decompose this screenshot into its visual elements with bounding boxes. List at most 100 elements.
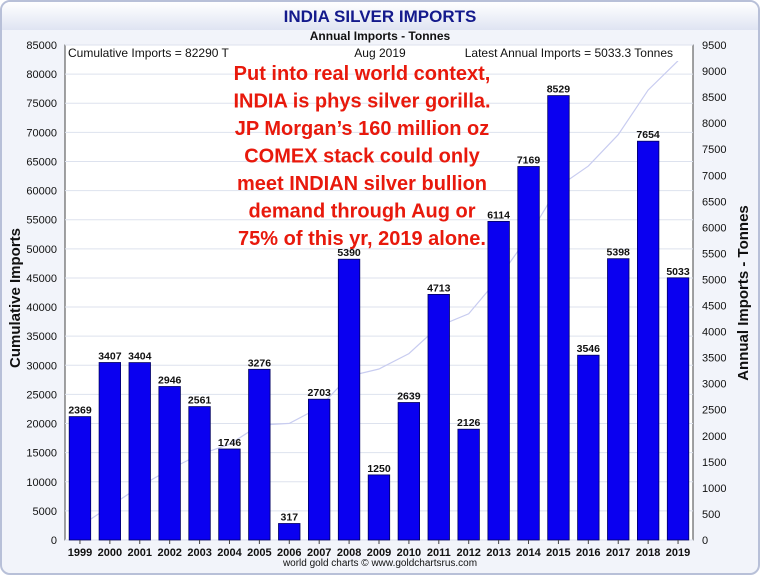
bar bbox=[397, 402, 421, 541]
annotation-line: COMEX stack could only bbox=[244, 146, 480, 168]
bar-value-label: 2126 bbox=[457, 417, 481, 429]
right-tick-label: 1000 bbox=[702, 483, 726, 495]
x-tick-label: 2010 bbox=[397, 547, 421, 559]
x-tick-label: 1999 bbox=[68, 547, 92, 559]
bar-value-label: 2369 bbox=[68, 405, 92, 417]
x-tick-label: 2006 bbox=[277, 547, 301, 559]
bar bbox=[547, 95, 570, 541]
left-tick-label: 45000 bbox=[26, 273, 57, 285]
left-tick-label: 35000 bbox=[26, 331, 57, 343]
x-tick-label: 2005 bbox=[247, 547, 271, 559]
left-tick-label: 55000 bbox=[26, 215, 57, 227]
bar bbox=[517, 166, 540, 541]
right-tick-label: 9000 bbox=[702, 66, 726, 78]
x-tick-label: 2018 bbox=[636, 547, 660, 559]
bar-value-label: 6114 bbox=[487, 209, 510, 221]
bar bbox=[68, 416, 92, 541]
left-tick-label: 40000 bbox=[26, 302, 57, 314]
left-tick-label: 25000 bbox=[26, 389, 57, 401]
bar-value-label: 2639 bbox=[397, 391, 421, 403]
right-tick-label: 8500 bbox=[702, 92, 726, 104]
annotation-line: meet INDIAN silver bullion bbox=[237, 173, 487, 195]
right-tick-label: 500 bbox=[702, 509, 720, 521]
bar bbox=[98, 362, 121, 541]
bar-value-labels: 2369 3407 3404 2946 2561 1746 3276 317 2703 5390 1… bbox=[68, 84, 690, 524]
right-tick-label: 9500 bbox=[702, 40, 726, 52]
header-date-text: Aug 2019 bbox=[354, 46, 406, 60]
x-tick-label: 2003 bbox=[187, 547, 211, 559]
bar-value-label: 7169 bbox=[517, 155, 541, 167]
bar-value-label: 2946 bbox=[158, 375, 182, 387]
bar-value-label: 7654 bbox=[636, 129, 660, 141]
bar-value-label: 8529 bbox=[547, 84, 571, 96]
right-tick-label: 7500 bbox=[702, 144, 726, 156]
footer-credit: world gold charts © www.goldchartsrus.co… bbox=[282, 558, 477, 569]
bar-value-label: 3276 bbox=[248, 357, 272, 369]
annotation-line: INDIA is phys silver gorilla. bbox=[233, 91, 490, 113]
bar-value-label: 317 bbox=[281, 512, 299, 524]
x-tick-label: 2002 bbox=[157, 547, 181, 559]
left-tick-label: 60000 bbox=[26, 186, 57, 198]
left-tick-labels: 0 5000 10000 15000 20000 25000 30000 35000 40000… bbox=[26, 40, 57, 547]
right-tick-label: 4500 bbox=[702, 301, 726, 313]
x-tick-labels: 1999 2000 2001 2002 2003 2004 2005 2006 2007 2008… bbox=[68, 540, 690, 559]
bar bbox=[367, 474, 391, 541]
bar-value-label: 2703 bbox=[308, 387, 332, 399]
left-tick-label: 70000 bbox=[26, 127, 57, 139]
chart-subtitle: Annual Imports - Tonnes bbox=[310, 29, 451, 43]
bar bbox=[637, 140, 660, 541]
left-tick-label: 10000 bbox=[26, 477, 57, 489]
annotation-line: demand through Aug or bbox=[248, 201, 475, 223]
bar bbox=[158, 386, 181, 541]
left-tick-label: 85000 bbox=[26, 40, 57, 52]
bar bbox=[487, 220, 510, 541]
left-tick-label: 20000 bbox=[26, 419, 57, 431]
left-tick-label: 75000 bbox=[26, 98, 57, 110]
right-tick-label: 6500 bbox=[702, 196, 726, 208]
x-tick-label: 2000 bbox=[98, 547, 122, 559]
bar-value-label: 5390 bbox=[337, 247, 361, 259]
right-tick-label: 0 bbox=[702, 535, 708, 547]
header-cumulative-text: Cumulative Imports = 82290 T bbox=[68, 46, 230, 60]
left-tick-label: 0 bbox=[51, 535, 57, 547]
right-tick-label: 2000 bbox=[702, 431, 726, 443]
bar-value-label: 5033 bbox=[666, 266, 690, 278]
right-tick-label: 3500 bbox=[702, 353, 726, 365]
bar bbox=[337, 258, 361, 541]
bar bbox=[278, 523, 301, 541]
x-tick-label: 2004 bbox=[217, 547, 242, 559]
left-axis-label: Cumulative Imports bbox=[7, 228, 24, 368]
x-tick-label: 2015 bbox=[546, 547, 570, 559]
x-tick-label: 2019 bbox=[666, 547, 690, 559]
right-tick-label: 6000 bbox=[702, 222, 726, 234]
left-tick-label: 80000 bbox=[26, 69, 57, 81]
bar-value-label: 3407 bbox=[98, 351, 122, 363]
left-tick-label: 50000 bbox=[26, 244, 57, 256]
x-tick-label: 2017 bbox=[606, 547, 630, 559]
bar bbox=[666, 277, 690, 541]
x-tick-label: 2014 bbox=[516, 547, 541, 559]
x-tick-label: 2016 bbox=[576, 547, 600, 559]
bar bbox=[607, 258, 630, 541]
right-tick-label: 5500 bbox=[702, 248, 726, 260]
header-latest-text: Latest Annual Imports = 5033.3 Tonnes bbox=[465, 46, 673, 60]
bar-value-label: 1250 bbox=[367, 463, 391, 475]
bar-value-label: 4713 bbox=[427, 282, 451, 294]
chart-title: INDIA SILVER IMPORTS bbox=[283, 7, 477, 26]
x-tick-label: 2011 bbox=[427, 547, 451, 559]
bar bbox=[427, 293, 450, 541]
left-tick-label: 65000 bbox=[26, 156, 57, 168]
bar-value-label: 2561 bbox=[188, 395, 212, 407]
bar bbox=[128, 362, 151, 541]
annotation-line: 75% of this yr, 2019 alone. bbox=[238, 228, 486, 250]
left-tick-label: 5000 bbox=[33, 506, 57, 518]
bar bbox=[218, 448, 241, 541]
bar-value-label: 1746 bbox=[218, 437, 242, 449]
header-background bbox=[66, 46, 692, 61]
right-tick-label: 7000 bbox=[702, 170, 726, 182]
bar-value-label: 5398 bbox=[607, 247, 631, 259]
bar bbox=[307, 398, 331, 541]
bar bbox=[248, 368, 271, 541]
right-tick-label: 3000 bbox=[702, 379, 726, 391]
